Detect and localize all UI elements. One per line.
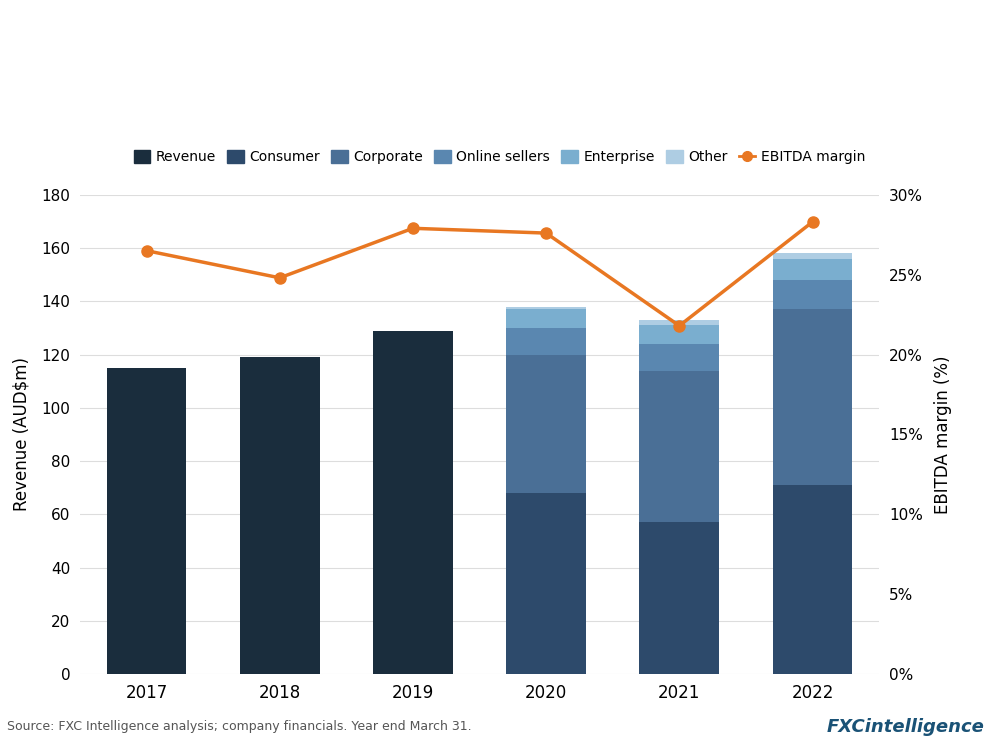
Bar [772, 280, 852, 309]
Bar [240, 357, 320, 674]
Bar [107, 368, 187, 674]
Bar [506, 354, 586, 493]
Bar [772, 253, 852, 258]
Bar [639, 344, 719, 371]
Bar [506, 309, 586, 328]
Text: OFX yearly revenue and EBITDA margin by segment,  2017 - 2022: OFX yearly revenue and EBITDA margin by … [12, 97, 609, 115]
Text: OFX sees revenue, EBITDA margin gains in FY 2022: OFX sees revenue, EBITDA margin gains in… [12, 40, 817, 68]
Text: FXCintelligence: FXCintelligence [826, 718, 984, 736]
Bar [639, 371, 719, 522]
Text: Source: FXC Intelligence analysis; company financials. Year end March 31.: Source: FXC Intelligence analysis; compa… [7, 720, 472, 733]
Bar [373, 330, 453, 674]
Bar [506, 328, 586, 354]
Bar [772, 309, 852, 485]
Legend: Revenue, Consumer, Corporate, Online sellers, Enterprise, Other, EBITDA margin: Revenue, Consumer, Corporate, Online sel… [134, 151, 865, 164]
Y-axis label: Revenue (AUD$m): Revenue (AUD$m) [12, 357, 30, 512]
Bar [772, 485, 852, 674]
Bar [639, 325, 719, 344]
Bar [639, 320, 719, 325]
Bar [772, 258, 852, 280]
Bar [506, 493, 586, 674]
Y-axis label: EBITDA margin (%): EBITDA margin (%) [934, 355, 952, 514]
Bar [506, 306, 586, 309]
Bar [639, 522, 719, 674]
